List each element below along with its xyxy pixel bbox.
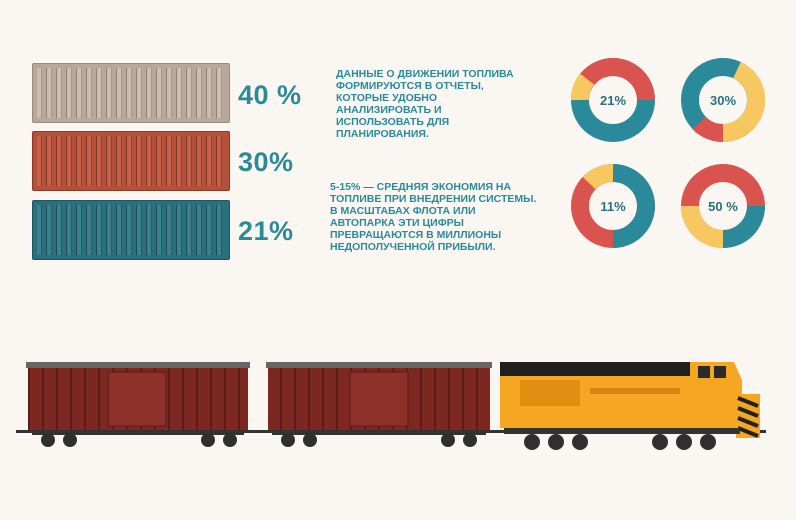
- donut-30: 30%: [681, 58, 766, 143]
- bar-3-percent: 21%: [238, 216, 294, 246]
- donut-50-label: 50 %: [708, 199, 738, 214]
- wagon-2: [266, 362, 492, 447]
- container-bar-3: [32, 200, 230, 260]
- donut-21: 21%: [571, 58, 655, 142]
- fuel-data-text: Данные о движении топлива формируются в …: [336, 68, 514, 140]
- container-bar-2: [32, 131, 230, 191]
- donut-30-label: 30%: [710, 93, 736, 108]
- container-bar-1: [32, 63, 230, 123]
- donut-21-label: 21%: [600, 93, 626, 108]
- bar-2-percent: 30%: [238, 147, 294, 177]
- train-illustration: [16, 362, 766, 450]
- wagon-1: [26, 362, 250, 447]
- locomotive: [500, 362, 760, 450]
- donut-11-label: 11%: [600, 199, 626, 214]
- savings-text: 5-15% — средняя экономия на топливе при …: [330, 181, 537, 253]
- donut-11: 11%: [571, 164, 655, 248]
- bar-1-percent: 40 %: [238, 80, 302, 110]
- donut-50: 50 %: [681, 164, 765, 248]
